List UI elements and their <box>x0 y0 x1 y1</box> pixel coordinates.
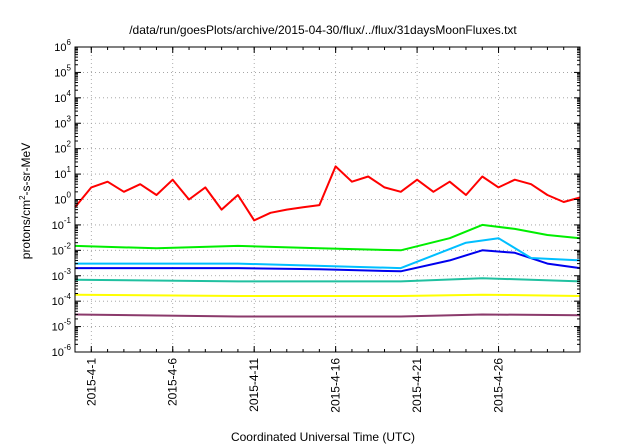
y-tick-label: 102 <box>54 140 71 156</box>
series-line-1 <box>74 165 581 222</box>
y-tick-label: 10-2 <box>52 241 72 257</box>
y-tick-label: 100 <box>54 191 71 207</box>
series-line-2 <box>74 223 581 252</box>
y-tick-label: 10-6 <box>52 343 72 359</box>
series-line-7 <box>74 313 581 318</box>
x-tick-label: 2015-4-21 <box>410 358 424 413</box>
y-tick-labels: 10-6 10-5 10-4 10-3 10-2 10-1 100 101 102 103 104 1… <box>52 38 72 359</box>
series-line-5 <box>74 277 581 283</box>
x-tick-label: 2015-4-26 <box>492 358 506 413</box>
grid-lines <box>75 47 580 352</box>
series-line-6 <box>74 293 581 297</box>
y-axis-label: protons/cm2-s-sr-MeV <box>18 143 33 259</box>
y-tick-label: 106 <box>54 38 71 54</box>
y-tick-label: 103 <box>54 114 71 130</box>
y-tick-label: 101 <box>54 165 71 181</box>
x-tick-labels: 2015-4-1 2015-4-6 2015-4-11 2015-4-16 2015-4… <box>84 358 505 413</box>
tick-marks <box>74 46 581 353</box>
series-line-4 <box>75 237 581 270</box>
x-axis-label: Coordinated Universal Time (UTC) <box>231 430 415 444</box>
y-tick-label: 105 <box>54 63 71 79</box>
y-tick-label: 104 <box>54 89 71 105</box>
y-tick-label: 10-4 <box>52 292 72 308</box>
x-tick-label: 2015-4-16 <box>329 358 343 413</box>
chart-title: /data/run/goesPlots/archive/2015-04-30/f… <box>129 23 517 37</box>
y-tick-label: 10-5 <box>52 318 72 334</box>
x-tick-label: 2015-4-1 <box>84 358 98 406</box>
y-tick-label: 10-3 <box>52 267 72 283</box>
series-layer <box>74 165 581 318</box>
y-tick-label: 10-1 <box>52 216 72 232</box>
x-tick-label: 2015-4-6 <box>166 358 180 406</box>
x-tick-label: 2015-4-11 <box>247 358 261 412</box>
